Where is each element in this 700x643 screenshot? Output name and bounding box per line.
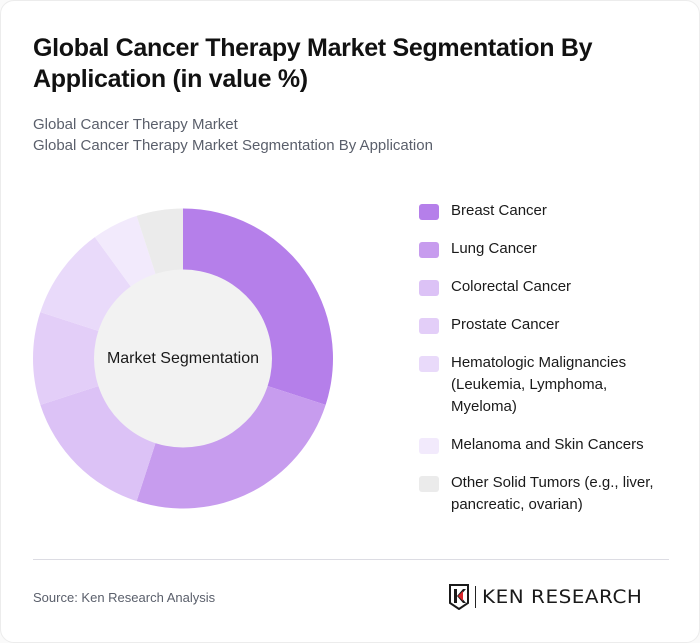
legend-swatch-icon xyxy=(419,280,439,296)
legend: Breast Cancer Lung Cancer Colorectal Can… xyxy=(419,200,679,532)
donut-segment-hematologic[interactable] xyxy=(40,237,132,332)
legend-label: Prostate Cancer xyxy=(451,316,560,333)
logo-text: KEN RESEARCH xyxy=(482,586,643,608)
legend-swatch-icon xyxy=(419,318,439,334)
footer-divider xyxy=(33,559,669,560)
legend-swatch-icon xyxy=(419,438,439,454)
legend-swatch-icon xyxy=(419,204,439,220)
legend-label: Melanoma and Skin Cancers xyxy=(451,436,644,453)
ken-research-shield-icon xyxy=(449,584,469,610)
source-note: Source: Ken Research Analysis xyxy=(33,590,216,605)
chart-title: Global Cancer Therapy Market Segmentatio… xyxy=(33,34,593,93)
donut-segment-melanoma[interactable] xyxy=(94,215,156,288)
donut-segment-lung[interactable] xyxy=(136,385,326,509)
donut-segments xyxy=(33,208,333,509)
donut-chart: Market Segmentation xyxy=(33,208,333,509)
legend-swatch-icon xyxy=(419,476,439,492)
legend-item-prostate-cancer[interactable]: Prostate Cancer xyxy=(419,314,679,336)
legend-label: Hematologic Malignancies (Leukemia, Lymp… xyxy=(451,354,627,415)
legend-label: Other Solid Tumors (e.g., liver, pancrea… xyxy=(451,474,654,513)
legend-label: Breast Cancer xyxy=(451,202,547,219)
legend-swatch-icon xyxy=(419,242,439,258)
legend-label: Colorectal Cancer xyxy=(451,278,572,295)
legend-item-hematologic-malignancies[interactable]: Hematologic Malignancies (Leukemia, Lymp… xyxy=(419,352,679,418)
legend-item-other-solid-tumors[interactable]: Other Solid Tumors (e.g., liver, pancrea… xyxy=(419,472,679,516)
subtitle-market: Global Cancer Therapy Market xyxy=(33,116,238,133)
donut-segment-prostate[interactable] xyxy=(33,312,100,405)
donut-segment-colorectal[interactable] xyxy=(40,385,156,502)
donut-segment-other[interactable] xyxy=(136,208,183,275)
legend-item-colorectal-cancer[interactable]: Colorectal Cancer xyxy=(419,276,679,298)
legend-swatch-icon xyxy=(419,356,439,372)
legend-item-lung-cancer[interactable]: Lung Cancer xyxy=(419,238,679,260)
legend-label: Lung Cancer xyxy=(451,240,537,257)
donut-segment-breast[interactable] xyxy=(183,208,333,405)
chart-subtitle: Global Cancer Therapy Market Global Canc… xyxy=(33,114,433,156)
donut-center-circle xyxy=(94,269,272,448)
ken-research-logo: KEN RESEARCH xyxy=(448,583,642,611)
subtitle-segmentation: Global Cancer Therapy Market Segmentatio… xyxy=(33,137,433,154)
donut-svg xyxy=(33,208,333,509)
legend-item-breast-cancer[interactable]: Breast Cancer xyxy=(419,200,679,222)
logo-separator xyxy=(475,586,476,608)
legend-item-melanoma-skin-cancers[interactable]: Melanoma and Skin Cancers xyxy=(419,434,679,456)
